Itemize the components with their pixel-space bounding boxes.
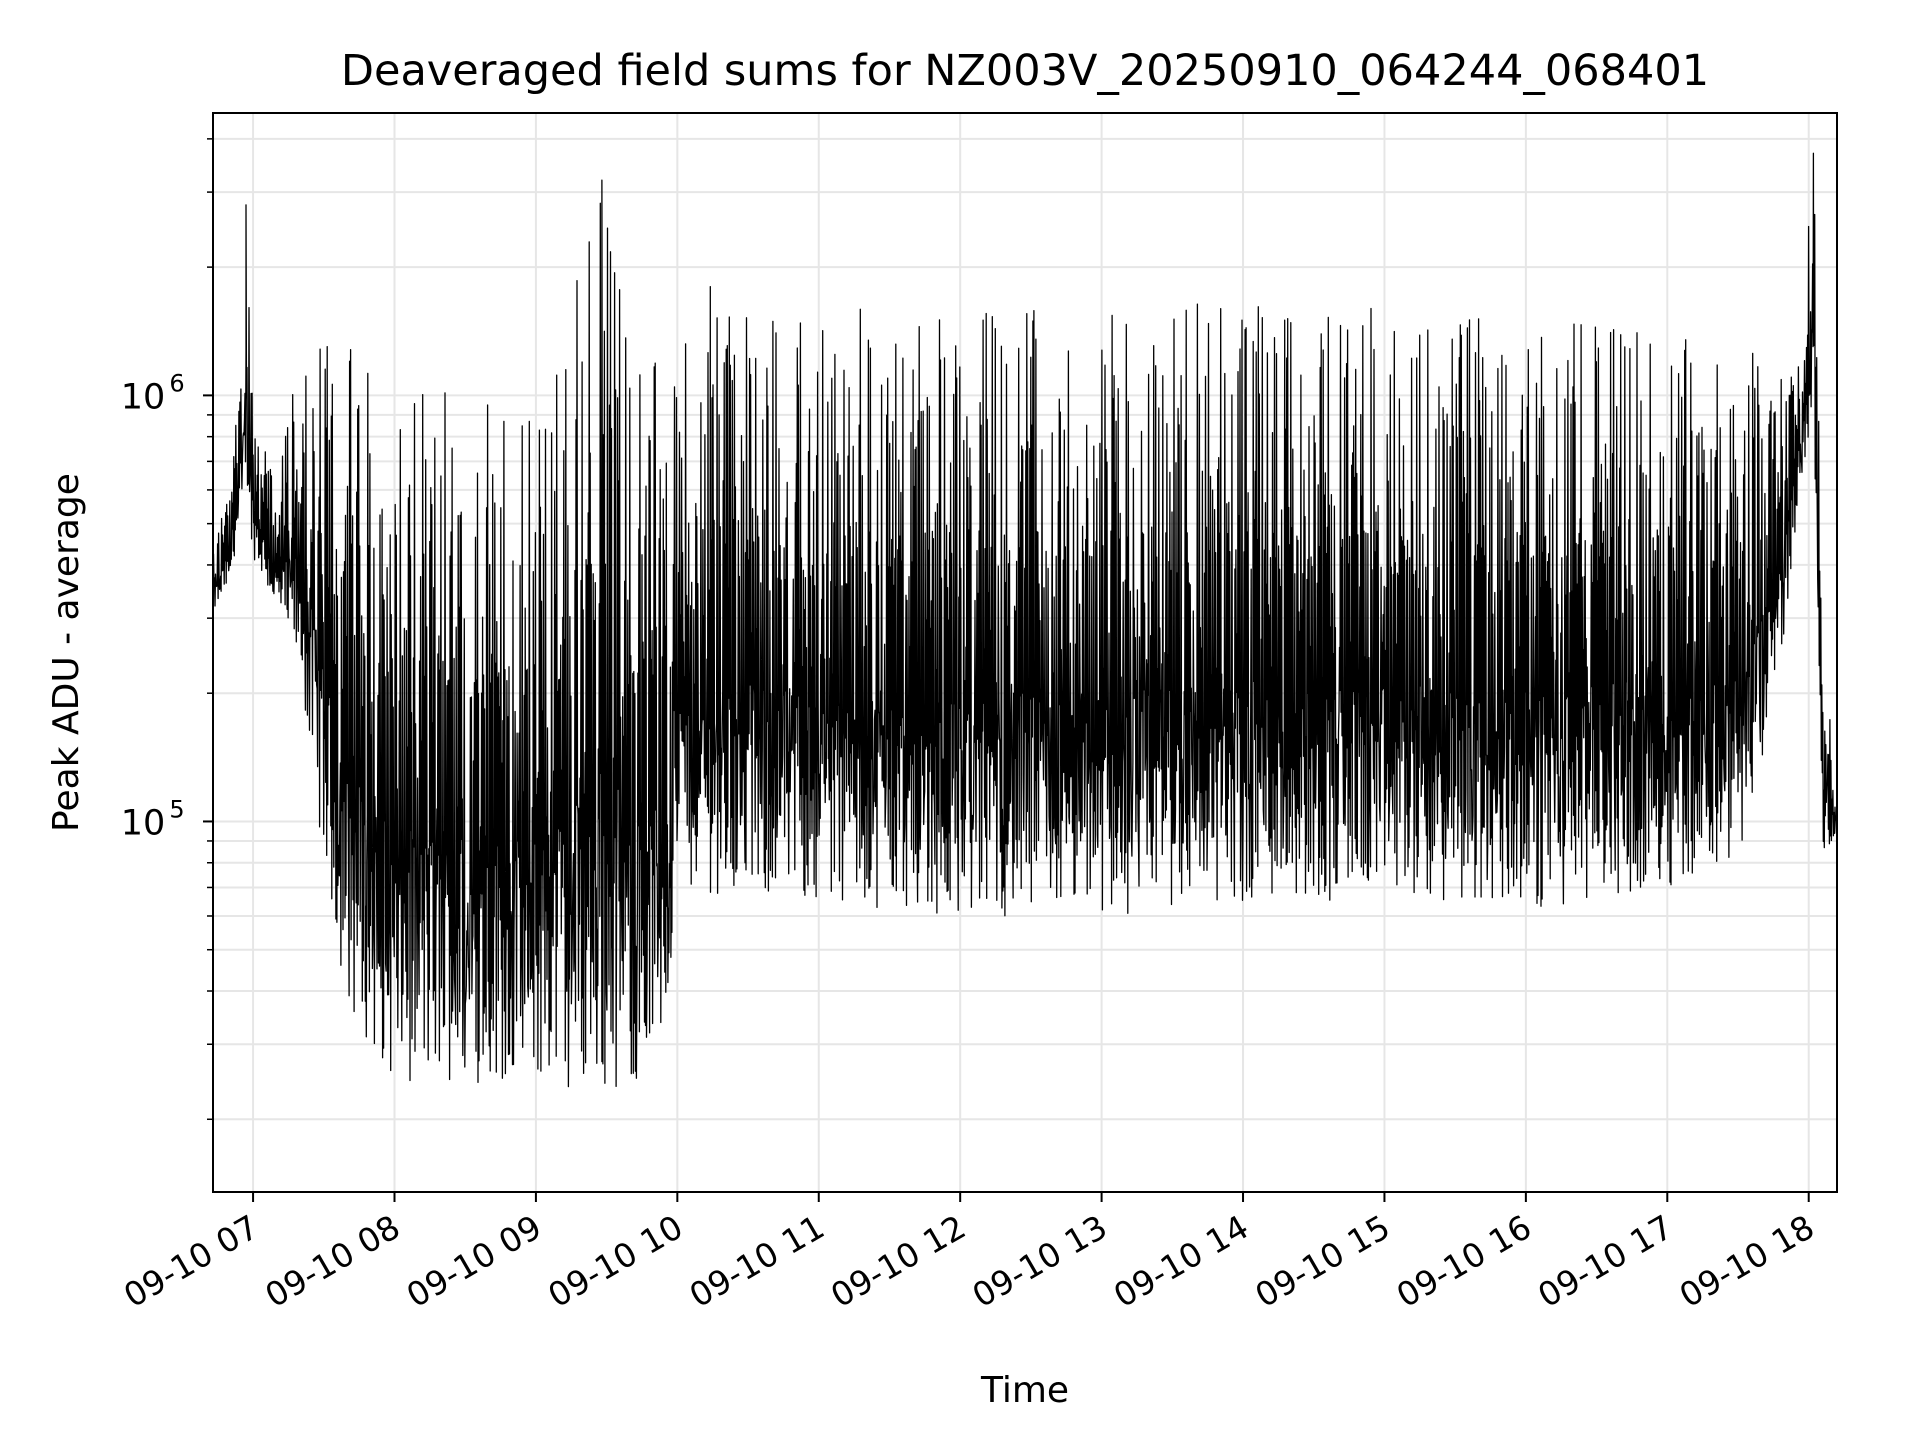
plot-frame: [212, 112, 1838, 1193]
y-tick-label-exponent: 6: [169, 369, 184, 397]
y-tick-label: 10: [121, 377, 166, 417]
x-axis-label: Time: [980, 1370, 1069, 1411]
y-axis-label: Peak ADU - average: [46, 473, 87, 832]
chart-title: Deaveraged field sums for NZ003V_2025091…: [341, 46, 1709, 96]
y-tick-label: 10: [121, 803, 166, 843]
series-line: [212, 152, 1838, 1088]
series-path: [212, 152, 1838, 1088]
y-tick-label-exponent: 5: [169, 795, 184, 823]
